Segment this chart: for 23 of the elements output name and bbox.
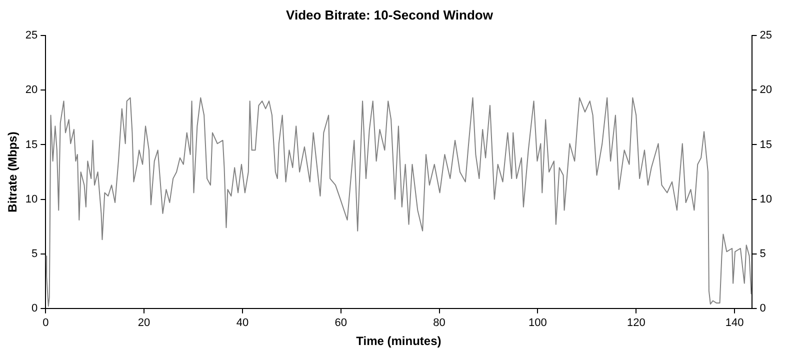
- y2-tick-label: 25: [760, 30, 772, 42]
- y2-tick-label: 10: [760, 193, 772, 206]
- y-tick-label: 0: [32, 302, 38, 314]
- y-tick-label: 10: [25, 193, 38, 206]
- y-axis-title: Bitrate (Mbps): [6, 132, 20, 212]
- y2-tick-label: 15: [760, 138, 772, 151]
- x-tick-label: 40: [236, 317, 249, 330]
- y-tick-label: 20: [25, 84, 38, 96]
- y-tick-label: 5: [32, 248, 38, 260]
- y2-tick-label: 0: [760, 302, 766, 314]
- y2-tick-label: 20: [760, 84, 772, 96]
- x-tick-label: 0: [42, 317, 49, 330]
- y-tick-label: 15: [25, 138, 38, 151]
- x-tick-label: 60: [334, 317, 348, 330]
- x-tick-label: 20: [138, 317, 150, 330]
- x-tick-label: 120: [626, 317, 646, 330]
- y-tick-label: 25: [25, 30, 38, 42]
- y2-tick-label: 5: [760, 248, 766, 260]
- x-tick-label: 80: [433, 317, 446, 330]
- x-tick-label: 100: [528, 317, 547, 330]
- x-axis-title: Time (minutes): [356, 334, 442, 348]
- chart-title: Video Bitrate: 10-Second Window: [286, 7, 494, 22]
- x-tick-label: 140: [725, 317, 744, 330]
